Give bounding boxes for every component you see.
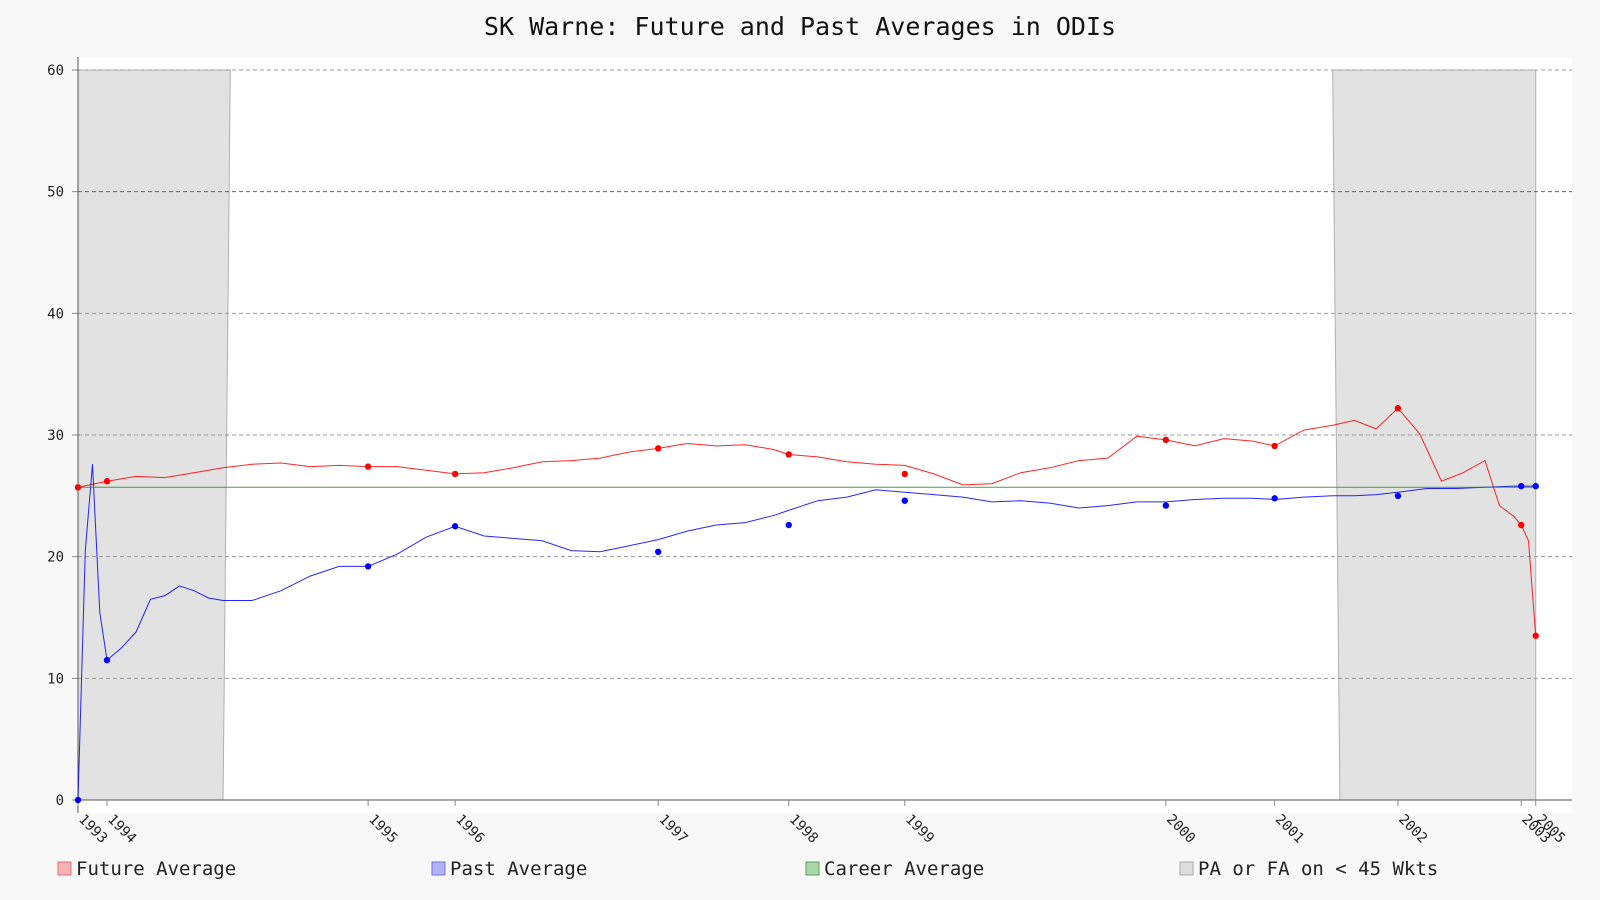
legend-swatch-future-average (57, 861, 72, 876)
past-average-point-10 (1394, 492, 1402, 500)
legend-label-pa-or-fa-on-45-wkts: PA or FA on < 45 Wkts (1198, 858, 1438, 880)
future-average-point-10 (1394, 405, 1402, 412)
past-average-point-4 (451, 523, 459, 530)
future-average-point-4 (451, 470, 459, 478)
future-average-point-6 (785, 451, 792, 458)
legend-label-past-average: Past Average (450, 858, 587, 880)
legend: Future Average Past Average Career Average… (57, 858, 1438, 880)
y-tick-label-20: 20 (47, 550, 64, 566)
y-tick-label-60: 60 (47, 63, 64, 79)
past-average-point-2 (103, 656, 111, 664)
y-tick-label-10: 10 (47, 671, 64, 687)
past-average-point-7 (901, 497, 908, 504)
y-tick-label-50: 50 (47, 185, 64, 201)
past-average-point-6 (785, 521, 792, 529)
past-average-point-3 (364, 563, 372, 570)
x-tick-label-2000: 2000 (1163, 812, 1198, 847)
series-lines (77, 407, 1537, 801)
shaded-regions (77, 69, 1537, 801)
past-average-point-9 (1271, 495, 1278, 502)
future-average-point-2 (103, 478, 111, 485)
past-average-point-12 (1532, 482, 1539, 490)
y-tick-label-30: 30 (47, 428, 64, 444)
x-tick-label-1993: 1993 (75, 812, 110, 847)
past-average-point-11 (1518, 482, 1525, 490)
legend-swatch-past-average (431, 861, 446, 876)
legend-label-future-average: Future Average (76, 858, 236, 880)
x-tick-label-1994: 1994 (104, 812, 139, 847)
future-average-point-1 (74, 484, 82, 491)
future-average-line (77, 407, 1537, 636)
future-average-point-11 (1518, 521, 1525, 529)
future-average-point-9 (1271, 442, 1278, 450)
future-average-point-8 (1162, 436, 1170, 444)
future-average-point-12 (1532, 632, 1539, 639)
x-tick-label-2002: 2002 (1395, 812, 1430, 847)
future-average-point-5 (654, 445, 662, 452)
legend-swatch-career-average (805, 861, 820, 876)
grid-lines (78, 69, 1572, 679)
chart-title: SK Warne: Future and Past Averages in OD… (484, 12, 1116, 41)
x-tick-label-1995: 1995 (365, 812, 400, 847)
legend-label-career-average: Career Average (824, 858, 984, 880)
x-tick-label-1999: 1999 (902, 812, 937, 847)
y-tick-label-0: 0 (56, 793, 64, 809)
x-tick-label-1996: 1996 (452, 812, 487, 847)
past-average-point-5 (654, 548, 662, 555)
shaded-region-2 (1332, 69, 1537, 801)
past-average-line (77, 464, 1536, 801)
y-tick-label-40: 40 (47, 306, 64, 322)
x-tick-label-1997: 1997 (655, 812, 690, 847)
x-tick-label-1998: 1998 (786, 812, 821, 847)
future-average-point-7 (901, 470, 908, 478)
future-average-point-3 (364, 463, 372, 470)
x-tick-label-2001: 2001 (1272, 812, 1307, 847)
series-markers (74, 405, 1539, 804)
past-average-point-8 (1162, 502, 1170, 509)
past-average-point-1 (74, 796, 82, 804)
legend-swatch-pa-or-fa-on-45-wkts (1179, 861, 1194, 876)
